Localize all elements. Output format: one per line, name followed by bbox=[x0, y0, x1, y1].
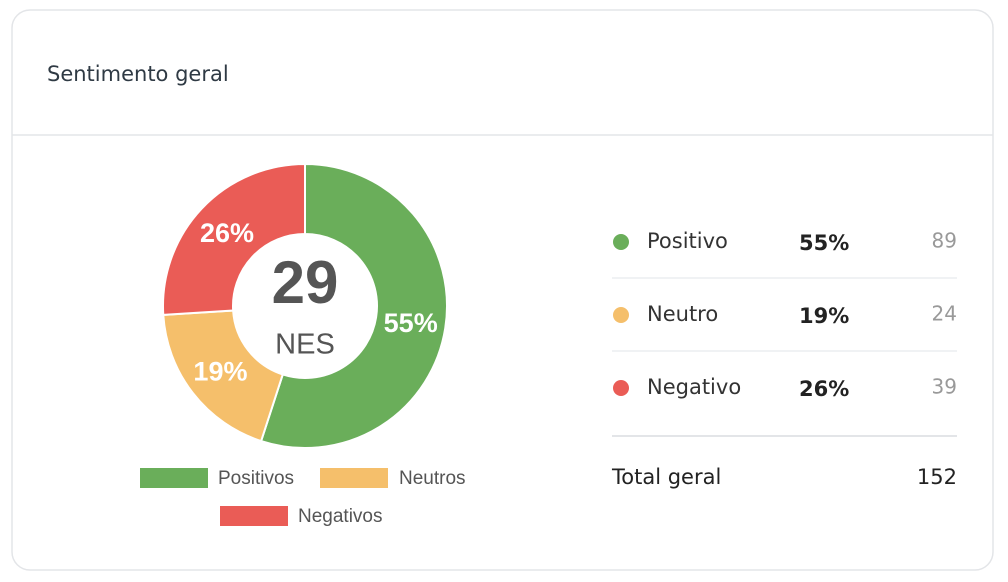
slice-label: 55% bbox=[384, 308, 438, 338]
pie-slice bbox=[162, 162, 306, 316]
legend-swatch bbox=[140, 468, 208, 488]
pie-slice bbox=[259, 162, 448, 449]
center-value: 29 bbox=[272, 249, 339, 316]
status-dot bbox=[613, 234, 629, 250]
total-label: Total geral bbox=[611, 465, 721, 489]
slice-label: 19% bbox=[193, 357, 247, 387]
legend-swatch bbox=[320, 468, 388, 488]
row-label: Positivo bbox=[647, 229, 728, 253]
legend-swatch bbox=[220, 506, 288, 526]
row-percent: 55% bbox=[799, 231, 849, 255]
legend-label: Negativos bbox=[298, 506, 383, 527]
row-percent: 19% bbox=[799, 304, 849, 328]
row-label: Negativo bbox=[647, 375, 741, 399]
row-count: 89 bbox=[932, 229, 957, 253]
row-label: Neutro bbox=[647, 302, 718, 326]
total-value: 152 bbox=[917, 465, 957, 489]
pie-slice bbox=[162, 309, 285, 443]
card-title: Sentimento geral bbox=[47, 62, 229, 86]
row-count: 39 bbox=[932, 375, 957, 399]
status-dot bbox=[613, 307, 629, 323]
slice-label: 26% bbox=[200, 218, 254, 248]
row-percent: 26% bbox=[799, 377, 849, 401]
legend-label: Positivos bbox=[218, 468, 294, 489]
legend-label: Neutros bbox=[399, 468, 466, 489]
row-count: 24 bbox=[932, 302, 957, 326]
center-label: NES bbox=[275, 329, 335, 361]
status-dot bbox=[613, 380, 629, 396]
